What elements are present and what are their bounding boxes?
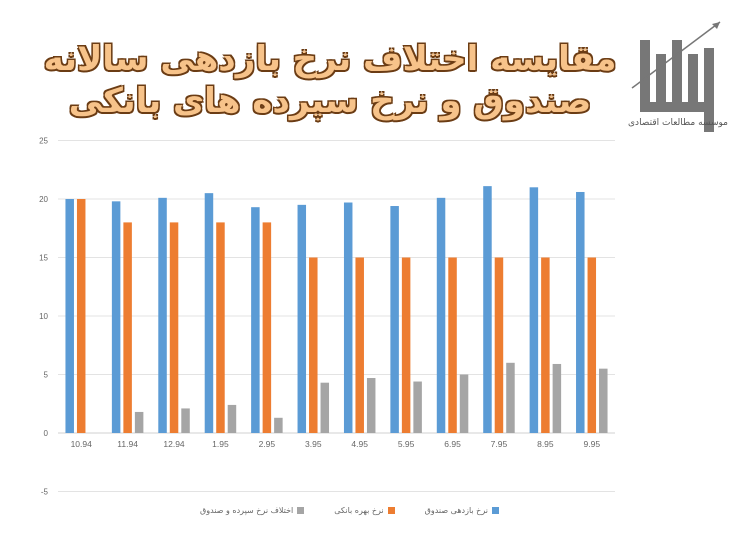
bar-series-1-1.95 [216, 222, 225, 433]
legend-item-difference: اختلاف نرخ سپرده و صندوق [200, 506, 305, 515]
bar-series-0-12.94 [158, 197, 167, 433]
bar-series-0-3.95 [297, 204, 307, 433]
legend-swatch [491, 507, 499, 514]
x-tick-label: 9.95 [584, 439, 601, 449]
legend-item-fund-return: نرخ بازدهی صندوق [425, 506, 499, 515]
title-line-2: صندوق و نرخ سپرده های بانکی [68, 81, 592, 121]
bar-series-1-8.95 [541, 257, 550, 433]
bar-series-1-9.95 [587, 257, 597, 433]
title-line-1: مقایسه اختلاف نرخ بازدهی سالانه [43, 39, 617, 79]
y-tick-label: 25 [39, 137, 48, 146]
x-tick-label: 3.95 [305, 439, 322, 449]
bar-series-1-3.95 [309, 257, 318, 433]
legend-item-bank-rate: نرخ بهره بانکی [334, 506, 395, 515]
bar-series-1-5.95 [401, 257, 411, 433]
bar-series-2-2.95 [274, 417, 283, 433]
legend-label: نرخ بهره بانکی [334, 506, 384, 515]
x-tick-label: 8.95 [537, 439, 554, 449]
bar-series-1-4.95 [355, 257, 364, 433]
bar-series-1-2.95 [262, 222, 272, 433]
bar-series-0-1.95 [204, 193, 214, 433]
legend-label: اختلاف نرخ سپرده و صندوق [200, 506, 294, 515]
bar-series-1-7.95 [494, 257, 504, 433]
bar-series-2-12.94 [181, 408, 190, 433]
bar-series-1-10.94 [76, 199, 86, 433]
y-tick-label: 5 [44, 371, 49, 380]
y-tick-label: 20 [39, 195, 48, 204]
chart-title: مقایسه اختلاف نرخ بازدهی سالانه صندوق و … [40, 38, 620, 122]
bar-series-2-9.95 [599, 368, 608, 433]
x-tick-label: 11.94 [117, 439, 138, 449]
x-tick-label: 10.94 [71, 439, 93, 449]
bar-series-0-7.95 [483, 186, 492, 433]
y-tick-label: 15 [39, 254, 48, 263]
y-tick-label: 0 [44, 429, 49, 438]
bar-series-0-6.95 [436, 197, 446, 433]
bar-series-2-1.95 [227, 404, 237, 433]
bar-series-2-11.94 [134, 411, 144, 433]
x-tick-label: 4.95 [351, 439, 368, 449]
bar-series-0-4.95 [343, 202, 353, 433]
bar-series-0-8.95 [529, 187, 539, 433]
legend-swatch [297, 507, 305, 514]
x-tick-label: 12.94 [163, 439, 185, 449]
bar-series-1-6.95 [448, 257, 457, 433]
bar-series-0-2.95 [251, 207, 260, 433]
x-tick-label: 5.95 [398, 439, 415, 449]
bar-series-1-11.94 [123, 222, 132, 433]
x-tick-label: 7.95 [491, 439, 508, 449]
bar-series-1-12.94 [169, 222, 179, 433]
x-tick-label: 1.95 [212, 439, 229, 449]
legend-label: نرخ بازدهی صندوق [424, 506, 488, 515]
bar-series-2-4.95 [366, 378, 376, 433]
bar-series-2-8.95 [552, 363, 562, 433]
legend-swatch [387, 507, 395, 514]
y-tick-label: -5 [41, 488, 49, 497]
legend: نرخ بازدهی صندوق نرخ بهره بانکی اختلاف ن… [200, 506, 499, 515]
bar-series-0-9.95 [576, 191, 585, 433]
x-tick-label: 2.95 [259, 439, 276, 449]
bar-series-0-5.95 [390, 206, 399, 433]
bar-series-2-6.95 [459, 374, 469, 433]
bamdad-logo [631, 21, 721, 132]
x-tick-label: 6.95 [444, 439, 461, 449]
logo-subtitle: موسسه مطالعات اقتصادی [628, 118, 728, 128]
bar-series-2-7.95 [506, 362, 515, 433]
bar-series-0-11.94 [111, 201, 121, 433]
y-tick-label: 10 [39, 312, 48, 321]
bar-series-2-3.95 [320, 382, 330, 433]
bar-series-2-5.95 [413, 381, 422, 433]
bar-series-0-10.94 [65, 199, 74, 433]
